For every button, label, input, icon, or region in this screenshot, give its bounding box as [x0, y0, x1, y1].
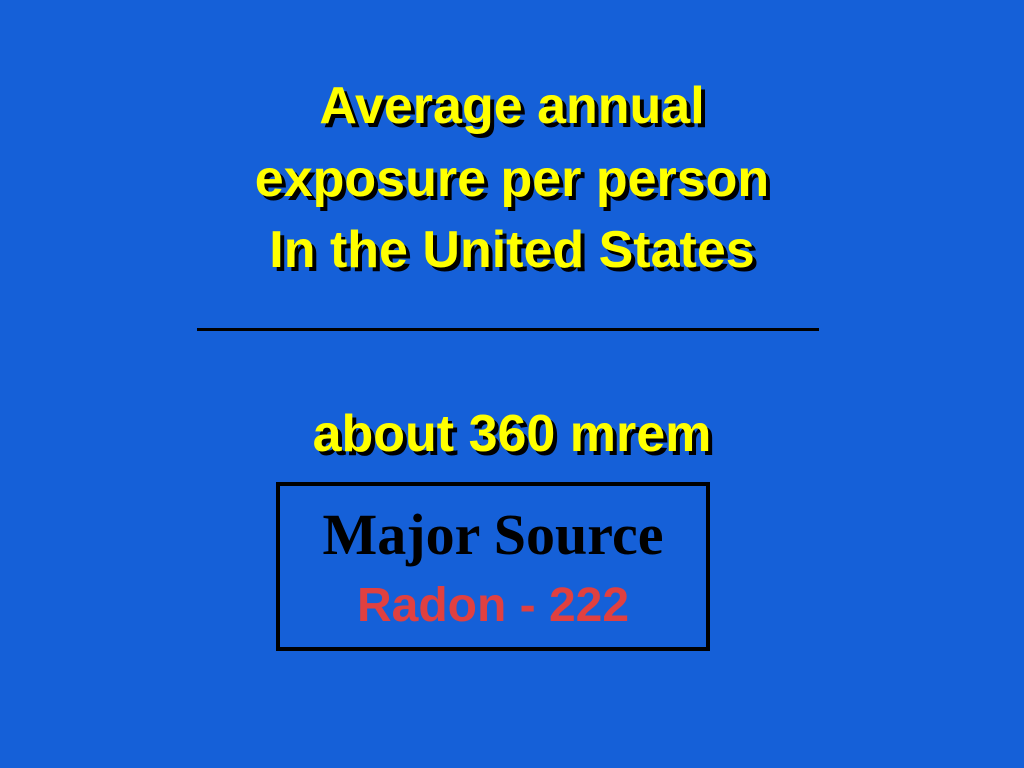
major-source-box: Major Source Radon - 222 — [276, 482, 710, 651]
answer-text: about 360 mrem — [312, 405, 712, 463]
title-line-3: In the United States — [269, 221, 755, 279]
source-value: Radon - 222 — [356, 579, 630, 632]
major-source-heading: Major Source — [322, 502, 664, 567]
title-line-2: exposure per person — [254, 150, 770, 208]
title-line-1: Average annual — [319, 77, 705, 135]
divider-line — [197, 328, 819, 331]
